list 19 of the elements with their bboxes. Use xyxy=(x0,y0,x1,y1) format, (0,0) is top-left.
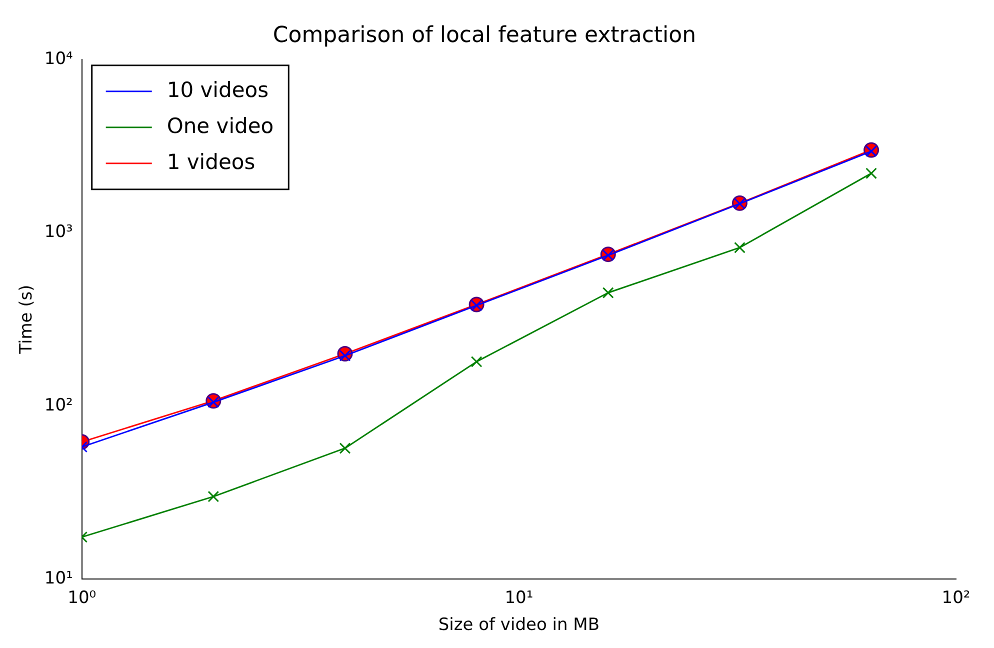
point xyxy=(470,356,482,368)
legend-label: One video xyxy=(166,114,274,138)
legend-label: 1 videos xyxy=(166,150,256,174)
y-axis-title: Time (s) xyxy=(16,284,37,355)
point xyxy=(208,490,220,502)
point xyxy=(339,442,351,454)
point xyxy=(866,168,877,180)
x-tick-label: 10¹ xyxy=(504,588,534,608)
y-tick-label: 10⁴ xyxy=(44,48,74,69)
chart-title: Comparison of local feature extraction xyxy=(272,22,696,48)
legend-label: 10 videos xyxy=(166,78,269,102)
x-tick-label: 10² xyxy=(942,588,970,608)
point xyxy=(734,242,746,254)
y-tick-label: 10¹ xyxy=(44,568,73,589)
x-tick-label: 10⁰ xyxy=(68,588,96,608)
y-tick-label: 10² xyxy=(44,395,73,416)
y-tick-label: 10³ xyxy=(44,222,73,242)
x-axis-title: Size of video in MB xyxy=(438,615,600,636)
point xyxy=(602,287,614,298)
